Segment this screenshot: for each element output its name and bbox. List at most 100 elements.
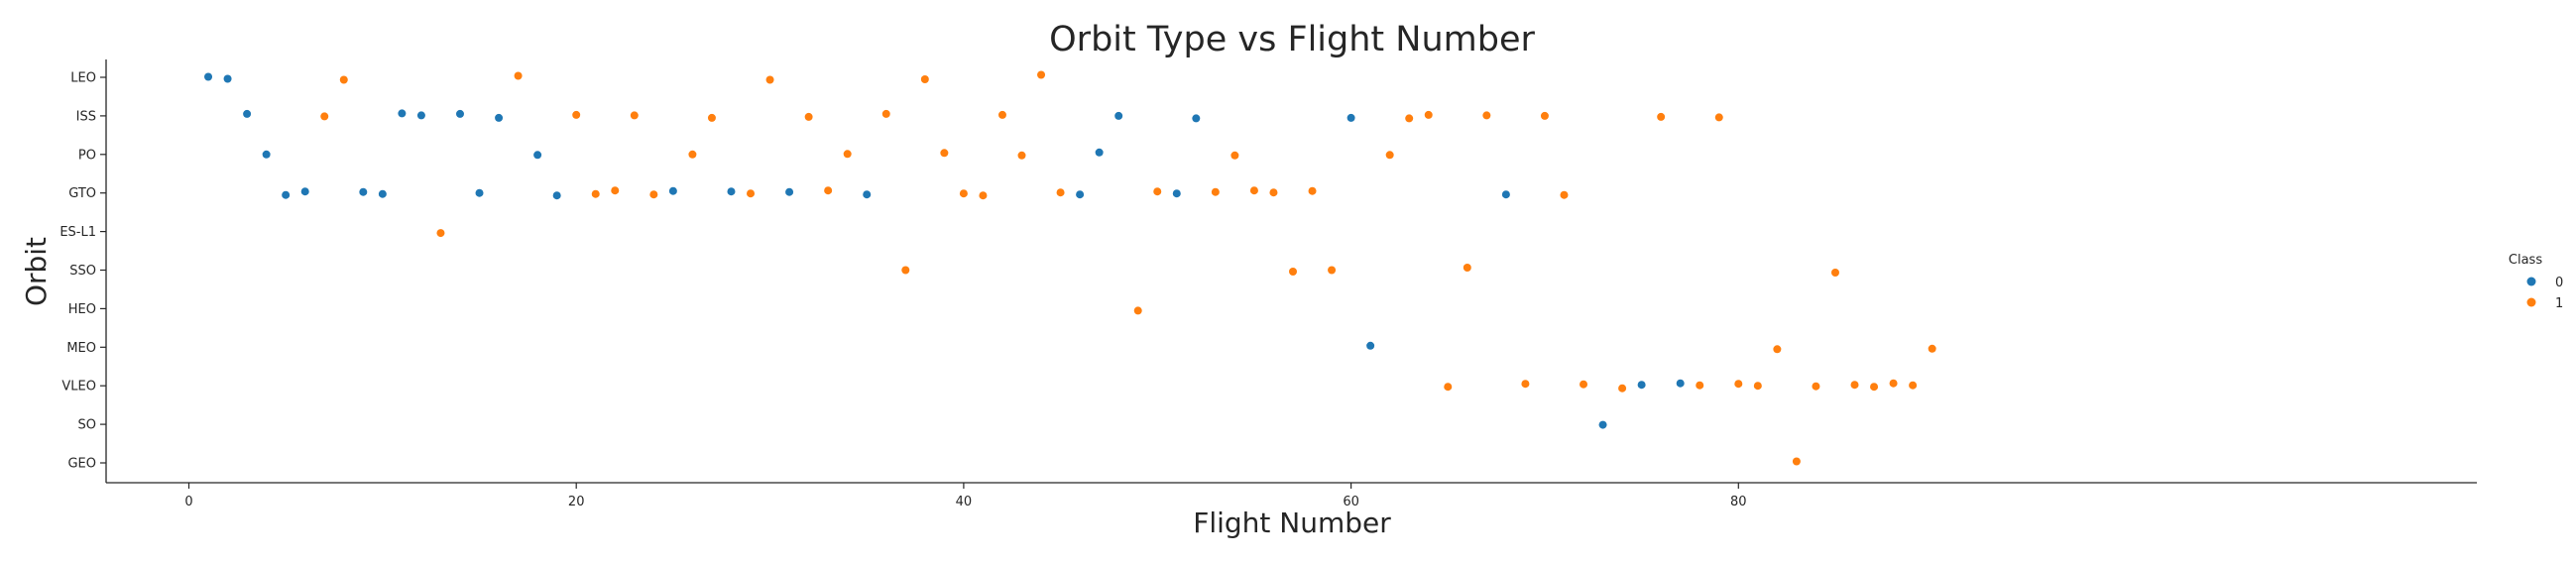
x-tick-label: 0	[184, 495, 192, 509]
data-point-class-1	[572, 110, 581, 119]
data-point-class-1	[1928, 344, 1936, 353]
legend-label-class-1: 1	[2555, 296, 2563, 311]
data-point-class-1	[688, 150, 697, 159]
data-point-class-1	[1540, 111, 1549, 120]
data-point-class-1	[1618, 384, 1627, 393]
data-point-class-0	[223, 74, 232, 83]
y-tick-label: PO	[78, 148, 96, 163]
data-point-class-1	[649, 190, 658, 199]
legend: Class 01	[2509, 253, 2563, 311]
data-point-class-0	[1676, 379, 1685, 388]
data-point-class-1	[707, 113, 716, 122]
data-point-class-1	[1657, 112, 1666, 121]
data-point-class-1	[1482, 111, 1491, 120]
data-point-class-1	[1424, 110, 1433, 119]
data-point-class-1	[436, 229, 445, 238]
data-point-class-1	[1037, 70, 1046, 79]
data-point-class-0	[1172, 189, 1181, 198]
data-points	[204, 70, 1936, 466]
data-point-class-1	[824, 186, 833, 195]
data-point-class-1	[1773, 345, 1782, 354]
data-point-class-0	[1366, 341, 1375, 350]
data-point-class-1	[959, 189, 968, 198]
y-tick-label: SSO	[69, 264, 96, 279]
data-point-class-0	[300, 187, 309, 196]
data-point-class-1	[1889, 379, 1898, 388]
y-tick-label: ISS	[76, 109, 96, 124]
data-point-class-0	[785, 187, 794, 196]
y-tick-label: GEO	[67, 457, 96, 472]
data-point-class-1	[881, 109, 890, 118]
data-point-class-1	[1211, 187, 1220, 196]
legend-marker-class-1	[2526, 297, 2536, 307]
data-point-class-1	[1870, 383, 1879, 392]
legend-entries: 01	[2526, 276, 2563, 311]
data-point-class-0	[1095, 148, 1104, 157]
data-point-class-0	[1114, 111, 1123, 120]
data-point-class-0	[1598, 420, 1607, 429]
data-point-class-0	[727, 187, 736, 196]
data-point-class-0	[533, 151, 542, 160]
legend-title: Class	[2509, 253, 2542, 268]
data-point-class-1	[920, 75, 929, 83]
data-point-class-0	[1347, 113, 1355, 122]
data-point-class-1	[339, 75, 348, 84]
data-point-class-1	[591, 189, 600, 198]
y-axis-ticks: LEO ISS PO GTO ES-L1 SSO HEO MEO VLEO SO GEO	[59, 71, 106, 472]
data-point-class-0	[495, 113, 504, 122]
y-tick-label: SO	[78, 418, 96, 433]
data-point-class-1	[1521, 380, 1530, 389]
data-point-class-0	[1637, 381, 1646, 390]
data-point-class-0	[282, 190, 291, 199]
legend-label-class-0: 0	[2555, 276, 2563, 290]
y-tick-label: VLEO	[61, 380, 96, 394]
data-point-class-0	[475, 188, 484, 197]
data-point-class-1	[747, 189, 756, 198]
data-point-class-0	[416, 111, 425, 120]
x-tick-label: 20	[568, 495, 585, 509]
data-point-class-0	[863, 190, 872, 199]
data-point-class-1	[1696, 381, 1704, 390]
data-point-class-0	[1076, 190, 1085, 199]
y-tick-label: LEO	[70, 71, 96, 86]
data-point-class-1	[1734, 380, 1743, 389]
data-point-class-1	[1463, 264, 1471, 272]
legend-marker-class-0	[2526, 277, 2536, 286]
data-point-class-0	[378, 189, 387, 198]
data-point-class-0	[668, 186, 677, 195]
x-axis-ticks: 0 20 40 60 80	[184, 483, 1747, 509]
data-point-class-0	[1501, 190, 1510, 199]
data-point-class-1	[1249, 186, 1258, 195]
data-point-class-1	[804, 112, 813, 121]
data-point-class-1	[1580, 380, 1588, 389]
data-point-class-1	[1288, 268, 1297, 276]
chart-title: Orbit Type vs Flight Number	[1049, 20, 1535, 59]
data-point-class-1	[1444, 383, 1453, 392]
data-point-class-1	[1308, 186, 1317, 195]
x-axis-title: Flight Number	[1193, 507, 1391, 539]
data-point-class-1	[1153, 187, 1162, 196]
data-point-class-1	[1830, 269, 1839, 277]
data-point-class-1	[1560, 190, 1569, 199]
data-point-class-0	[552, 191, 561, 200]
data-point-class-1	[611, 186, 620, 195]
y-tick-label: ES-L1	[59, 225, 96, 240]
data-point-class-1	[1056, 188, 1065, 197]
data-point-class-1	[1850, 381, 1859, 390]
data-point-class-1	[1269, 188, 1278, 197]
data-point-class-1	[1385, 151, 1394, 160]
x-tick-label: 40	[956, 495, 973, 509]
data-point-class-1	[843, 150, 852, 159]
data-point-class-0	[359, 187, 368, 196]
data-point-class-1	[1753, 382, 1762, 391]
data-point-class-1	[1909, 381, 1918, 390]
data-point-class-0	[455, 109, 464, 118]
y-tick-label: GTO	[68, 186, 96, 201]
y-axis-title: Orbit	[20, 237, 53, 306]
data-point-class-1	[630, 111, 639, 120]
data-point-class-0	[1192, 114, 1201, 123]
data-point-class-1	[1133, 306, 1142, 315]
data-point-class-1	[514, 71, 523, 80]
data-point-class-1	[1714, 113, 1723, 122]
